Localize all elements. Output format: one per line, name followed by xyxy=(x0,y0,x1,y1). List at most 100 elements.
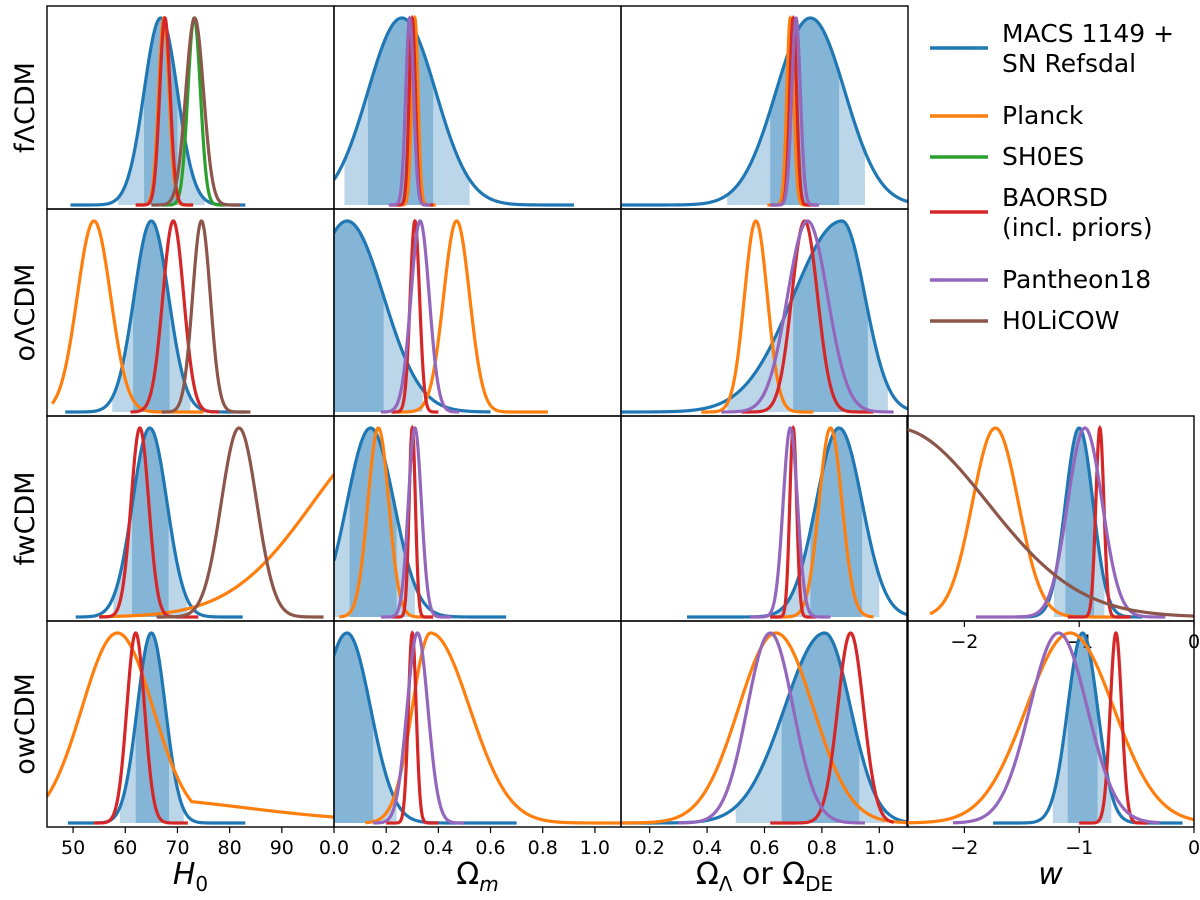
x-tick-label: 1.0 xyxy=(580,837,610,859)
x-tick-label: 0.4 xyxy=(692,837,722,859)
series-line-planck xyxy=(339,426,434,619)
series-line-baorsd xyxy=(391,424,434,619)
series-line-baorsd xyxy=(386,630,439,825)
panel-fΛCDM-OL xyxy=(621,14,908,207)
series-line-macs xyxy=(334,219,491,414)
series-line-planck xyxy=(396,219,548,414)
legend-label-line2: SN Refsdal xyxy=(1002,49,1136,78)
legend-label: H0LiCOW xyxy=(1002,306,1119,335)
series-line-planck xyxy=(50,219,204,414)
x-axis-label: w xyxy=(1038,857,1063,892)
macs-95-interval xyxy=(334,221,423,412)
series-line-macs xyxy=(334,16,575,207)
x-tick-label: 0.4 xyxy=(423,837,453,859)
axis-label-symbol: Ω xyxy=(456,857,479,892)
macs-68-interval xyxy=(133,221,170,412)
series-line-baorsd xyxy=(391,218,439,414)
panel-frame xyxy=(46,415,335,622)
series-line-pantheon18 xyxy=(373,631,465,825)
series-line-macs xyxy=(1016,426,1143,619)
legend-label: MACS 1149 + xyxy=(1002,19,1174,48)
series-line-pantheon18 xyxy=(750,426,831,619)
series-line-baorsd xyxy=(130,219,220,414)
panel-fwCDM-Om xyxy=(334,424,507,619)
series-line-planck xyxy=(99,473,334,619)
x-tick-label: 0.8 xyxy=(807,837,837,859)
legend-label: Pantheon18 xyxy=(1002,265,1151,294)
x-tick-label: −1 xyxy=(1065,837,1093,859)
series-line-baorsd xyxy=(770,631,894,825)
panel-frame xyxy=(906,620,1195,828)
series-line-pantheon18 xyxy=(975,426,1166,619)
x-tick-label: 70 xyxy=(165,837,189,859)
x-tick-label: 0.6 xyxy=(749,837,779,859)
row-label: fwCDM xyxy=(10,471,41,565)
row-label: fΛCDM xyxy=(10,62,41,153)
panel-fwCDM-w xyxy=(907,424,1194,619)
axis-label-subscript: m xyxy=(479,872,498,896)
legend-label-line2: (incl. priors) xyxy=(1002,213,1153,242)
series-line-pantheon18 xyxy=(721,219,894,414)
axis-label-symbol: Ω xyxy=(696,857,719,892)
series-line-pantheon18 xyxy=(678,631,865,825)
macs-68-interval xyxy=(1067,633,1098,823)
macs-68-interval xyxy=(334,221,384,412)
axis-label-subscript: Λ xyxy=(719,872,733,896)
panel-oΛCDM-OL xyxy=(621,219,908,414)
macs-68-interval xyxy=(1065,428,1095,617)
axis-label-text: or Ω xyxy=(732,857,805,892)
panel-fΛCDM-Om xyxy=(334,14,575,207)
series-line-baorsd xyxy=(1067,424,1131,619)
axis-label-subscript: DE xyxy=(805,872,833,896)
x-tick-label: 1.0 xyxy=(864,837,894,859)
series-line-pantheon18 xyxy=(380,426,452,619)
series-line-baorsd xyxy=(1079,631,1149,825)
x-axis-label: Ωm xyxy=(456,857,498,896)
x-tick-label: 0.8 xyxy=(528,837,558,859)
panel-frame xyxy=(46,620,335,828)
series-line-macs xyxy=(621,16,908,207)
panel-fwCDM-H0 xyxy=(75,426,334,619)
panel-owCDM-Om xyxy=(334,630,621,825)
series-line-planck xyxy=(770,426,874,619)
x-tick-label: 60 xyxy=(113,837,137,859)
macs-95-interval xyxy=(735,633,886,823)
series-line-pantheon18 xyxy=(380,219,460,414)
x-tick-label: 0.2 xyxy=(635,837,665,859)
x-tick-label: −2 xyxy=(950,837,978,859)
axis-label-subscript: 0 xyxy=(195,872,208,896)
row-label: oΛCDM xyxy=(10,264,41,362)
series-line-planck xyxy=(929,426,1126,619)
panel-oΛCDM-Om xyxy=(334,218,548,414)
macs-95-interval xyxy=(112,221,191,412)
x-tick-label: 0.0 xyxy=(319,837,349,859)
series-line-baorsd xyxy=(93,631,188,825)
macs-95-interval xyxy=(773,428,880,617)
legend-label: SH0ES xyxy=(1002,142,1084,171)
x-tick-label: 50 xyxy=(61,837,85,859)
macs-95-interval xyxy=(120,633,184,823)
series-line-h0licow xyxy=(907,427,1194,618)
macs-95-interval xyxy=(1052,633,1112,823)
axis-label-symbol: H xyxy=(173,857,196,892)
x-tick-label: 80 xyxy=(218,837,242,859)
series-line-baorsd xyxy=(741,219,874,414)
series-line-planck xyxy=(701,219,814,414)
series-line-baorsd xyxy=(770,424,817,619)
panel-fΛCDM-H0 xyxy=(70,15,246,207)
panel-fwCDM-OL xyxy=(687,424,908,619)
x-tick-label: 0 xyxy=(1188,837,1200,859)
row-label: owCDM xyxy=(10,673,41,775)
series-line-macs xyxy=(687,426,908,619)
series-line-pantheon18 xyxy=(952,631,1160,825)
series-line-h0licow xyxy=(151,16,241,207)
x-tick-label: 0.2 xyxy=(371,837,401,859)
series-line-h0licow xyxy=(161,219,251,414)
series-line-baorsd xyxy=(135,15,194,207)
series-line-macs xyxy=(75,426,243,619)
series-line-h0licow xyxy=(156,426,324,619)
series-line-planck xyxy=(907,631,1194,825)
x-tick-label: −2 xyxy=(950,631,978,653)
legend-label: BAORSD xyxy=(1002,183,1108,212)
